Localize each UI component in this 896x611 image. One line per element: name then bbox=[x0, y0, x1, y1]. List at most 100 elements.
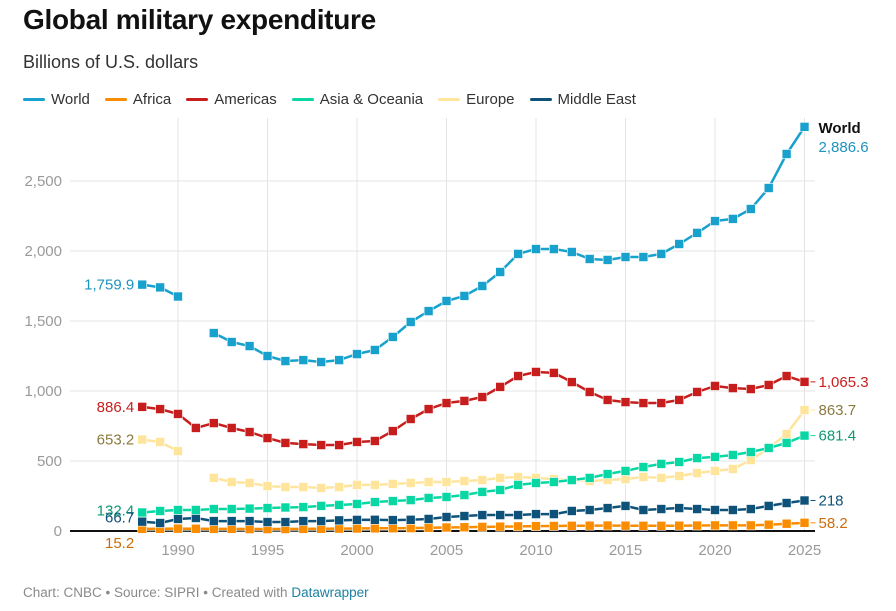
data-point[interactable] bbox=[674, 239, 685, 249]
data-point[interactable] bbox=[477, 522, 488, 532]
data-point[interactable] bbox=[763, 443, 774, 453]
data-point[interactable] bbox=[781, 438, 792, 448]
data-point[interactable] bbox=[298, 516, 309, 526]
data-point[interactable] bbox=[745, 504, 756, 514]
data-point[interactable] bbox=[405, 495, 416, 505]
data-point[interactable] bbox=[692, 387, 702, 397]
data-point[interactable] bbox=[244, 524, 255, 534]
data-point[interactable] bbox=[531, 478, 541, 488]
legend-item-asia-oceania[interactable]: Asia & Oceania bbox=[291, 91, 423, 108]
data-point[interactable] bbox=[620, 466, 631, 476]
data-point[interactable] bbox=[226, 423, 237, 433]
data-point[interactable] bbox=[638, 472, 649, 482]
data-point[interactable] bbox=[799, 518, 810, 528]
data-point[interactable] bbox=[620, 501, 631, 511]
data-point[interactable] bbox=[620, 397, 631, 407]
data-point[interactable] bbox=[531, 509, 541, 519]
data-point[interactable] bbox=[173, 514, 183, 524]
legend-item-americas[interactable]: Americas bbox=[186, 91, 277, 108]
data-point[interactable] bbox=[137, 402, 147, 412]
data-point[interactable] bbox=[799, 377, 810, 387]
data-point[interactable] bbox=[244, 478, 255, 488]
data-point[interactable] bbox=[620, 474, 631, 484]
data-point[interactable] bbox=[763, 380, 774, 390]
data-point[interactable] bbox=[262, 433, 273, 443]
data-point[interactable] bbox=[674, 520, 685, 531]
data-point[interactable] bbox=[441, 522, 452, 533]
data-point[interactable] bbox=[584, 254, 595, 264]
data-point[interactable] bbox=[495, 485, 506, 495]
data-point[interactable] bbox=[495, 521, 506, 532]
data-point[interactable] bbox=[710, 216, 720, 226]
data-point[interactable] bbox=[745, 455, 756, 465]
data-point[interactable] bbox=[745, 204, 756, 214]
data-point[interactable] bbox=[692, 504, 702, 514]
data-point[interactable] bbox=[226, 337, 237, 347]
data-point[interactable] bbox=[584, 520, 595, 531]
data-point[interactable] bbox=[656, 521, 667, 531]
data-point[interactable] bbox=[513, 510, 523, 520]
data-point[interactable] bbox=[602, 520, 613, 531]
data-point[interactable] bbox=[334, 523, 344, 534]
data-point[interactable] bbox=[584, 387, 595, 397]
data-point[interactable] bbox=[799, 430, 810, 441]
data-point[interactable] bbox=[781, 371, 792, 381]
data-point[interactable] bbox=[155, 404, 165, 414]
data-point[interactable] bbox=[173, 523, 183, 534]
data-point[interactable] bbox=[280, 502, 291, 513]
data-point[interactable] bbox=[513, 249, 523, 259]
data-point[interactable] bbox=[370, 514, 380, 525]
data-point[interactable] bbox=[405, 414, 416, 424]
data-point[interactable] bbox=[566, 377, 577, 387]
data-point[interactable] bbox=[137, 434, 147, 445]
data-point[interactable] bbox=[763, 183, 774, 193]
data-point[interactable] bbox=[209, 418, 219, 428]
data-point[interactable] bbox=[531, 244, 541, 254]
data-point[interactable] bbox=[209, 328, 219, 338]
data-point[interactable] bbox=[692, 468, 702, 478]
data-point[interactable] bbox=[584, 473, 595, 483]
data-point[interactable] bbox=[298, 355, 309, 365]
data-point[interactable] bbox=[513, 472, 523, 482]
data-point[interactable] bbox=[191, 523, 201, 534]
data-point[interactable] bbox=[602, 469, 613, 479]
data-point[interactable] bbox=[495, 473, 506, 483]
data-point[interactable] bbox=[441, 296, 452, 306]
data-point[interactable] bbox=[710, 452, 720, 462]
data-point[interactable] bbox=[549, 368, 559, 378]
data-point[interactable] bbox=[244, 341, 255, 351]
data-point[interactable] bbox=[316, 357, 327, 367]
data-point[interactable] bbox=[674, 457, 685, 467]
data-point[interactable] bbox=[656, 398, 667, 408]
data-point[interactable] bbox=[602, 255, 613, 265]
data-point[interactable] bbox=[316, 501, 327, 511]
legend-item-middle-east[interactable]: Middle East bbox=[529, 91, 636, 108]
data-point[interactable] bbox=[334, 440, 344, 450]
data-point[interactable] bbox=[602, 395, 613, 405]
data-point[interactable] bbox=[370, 436, 380, 446]
data-point[interactable] bbox=[602, 503, 613, 513]
data-point[interactable] bbox=[728, 383, 738, 393]
data-point[interactable] bbox=[173, 446, 183, 456]
data-point[interactable] bbox=[477, 281, 488, 291]
data-point[interactable] bbox=[638, 398, 649, 408]
data-point[interactable] bbox=[656, 249, 667, 259]
data-point[interactable] bbox=[728, 520, 738, 531]
data-point[interactable] bbox=[370, 480, 380, 490]
data-point[interactable] bbox=[352, 523, 362, 534]
data-point[interactable] bbox=[387, 515, 398, 525]
data-point[interactable] bbox=[280, 438, 291, 448]
data-point[interactable] bbox=[352, 515, 362, 525]
data-point[interactable] bbox=[692, 228, 702, 238]
data-point[interactable] bbox=[513, 521, 523, 532]
data-point[interactable] bbox=[692, 453, 702, 463]
data-point[interactable] bbox=[137, 507, 147, 518]
data-point[interactable] bbox=[209, 473, 219, 483]
data-point[interactable] bbox=[441, 398, 452, 408]
data-point[interactable] bbox=[566, 247, 577, 257]
data-point[interactable] bbox=[656, 504, 667, 514]
data-point[interactable] bbox=[638, 252, 649, 262]
data-point[interactable] bbox=[387, 496, 398, 506]
data-point[interactable] bbox=[674, 503, 685, 513]
data-point[interactable] bbox=[244, 427, 255, 437]
